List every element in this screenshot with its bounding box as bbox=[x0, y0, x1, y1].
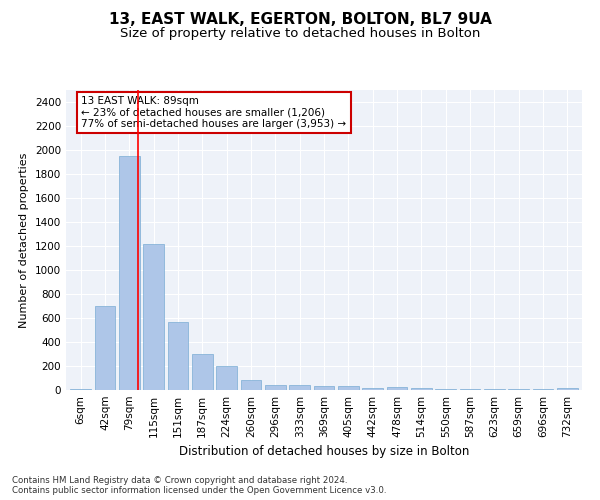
Bar bbox=[241, 380, 262, 390]
Bar bbox=[289, 385, 310, 390]
X-axis label: Distribution of detached houses by size in Bolton: Distribution of detached houses by size … bbox=[179, 446, 469, 458]
Bar bbox=[338, 386, 359, 390]
Bar bbox=[386, 387, 407, 390]
Bar bbox=[95, 306, 115, 390]
Bar bbox=[411, 388, 432, 390]
Bar bbox=[119, 156, 140, 390]
Bar bbox=[70, 389, 91, 390]
Text: Size of property relative to detached houses in Bolton: Size of property relative to detached ho… bbox=[120, 28, 480, 40]
Bar bbox=[265, 384, 286, 390]
Y-axis label: Number of detached properties: Number of detached properties bbox=[19, 152, 29, 328]
Bar bbox=[557, 388, 578, 390]
Bar bbox=[143, 244, 164, 390]
Text: Contains HM Land Registry data © Crown copyright and database right 2024.
Contai: Contains HM Land Registry data © Crown c… bbox=[12, 476, 386, 495]
Text: 13, EAST WALK, EGERTON, BOLTON, BL7 9UA: 13, EAST WALK, EGERTON, BOLTON, BL7 9UA bbox=[109, 12, 491, 28]
Bar bbox=[314, 386, 334, 390]
Text: 13 EAST WALK: 89sqm
← 23% of detached houses are smaller (1,206)
77% of semi-det: 13 EAST WALK: 89sqm ← 23% of detached ho… bbox=[82, 96, 347, 129]
Bar bbox=[192, 354, 212, 390]
Bar bbox=[362, 388, 383, 390]
Bar bbox=[216, 366, 237, 390]
Bar bbox=[167, 322, 188, 390]
Bar bbox=[436, 389, 456, 390]
